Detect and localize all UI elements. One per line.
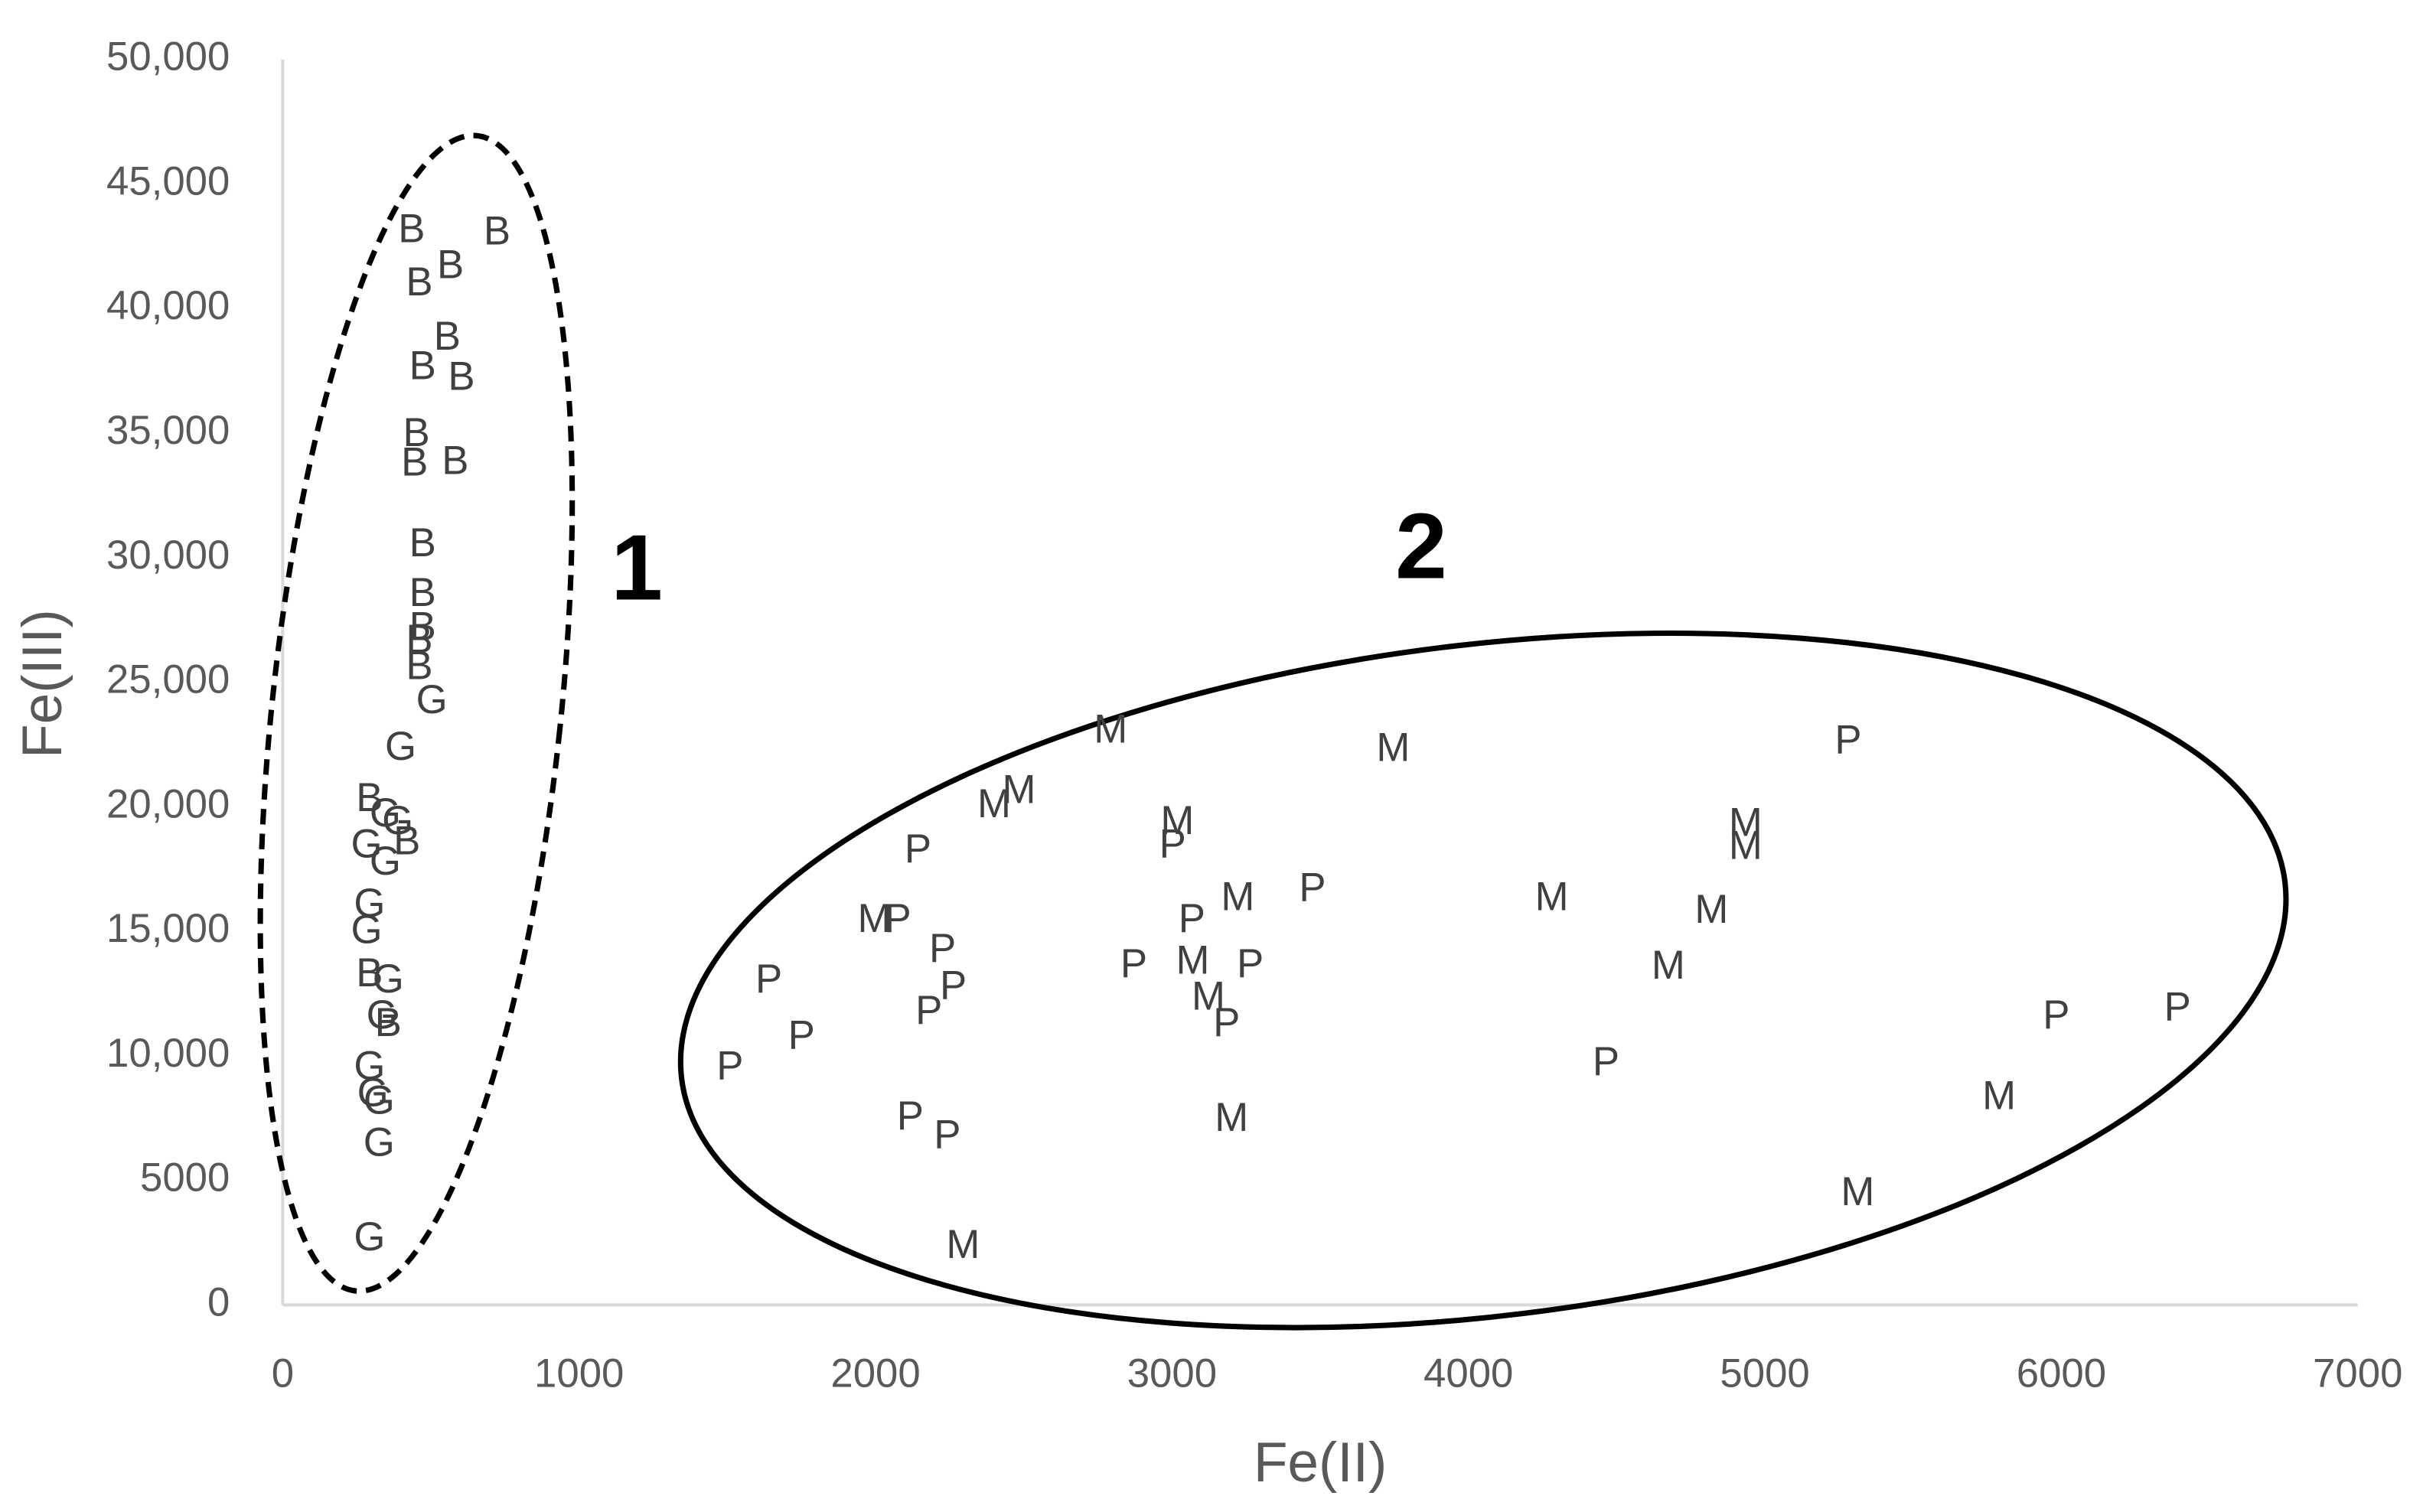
cluster-1-outline — [257, 132, 576, 1294]
data-point: M — [1192, 974, 1225, 1019]
data-point: P — [1159, 822, 1186, 867]
data-point: P — [2043, 992, 2069, 1038]
y-tick-label: 35,000 — [106, 408, 230, 453]
data-point: P — [788, 1012, 815, 1057]
data-point: G — [364, 1119, 395, 1165]
data-point: B — [409, 570, 436, 615]
y-tick-label: 50,000 — [106, 34, 230, 80]
data-point: P — [716, 1044, 743, 1089]
data-point: G — [385, 724, 416, 769]
data-point: G — [354, 881, 385, 926]
data-point: P — [1299, 865, 1326, 910]
data-point: P — [934, 1112, 960, 1157]
data-point: B — [434, 314, 461, 359]
data-point: P — [1120, 941, 1147, 986]
y-tick-label: 0 — [207, 1279, 230, 1325]
y-tick-label: 45,000 — [106, 158, 230, 204]
data-point: M — [1535, 875, 1569, 920]
x-tick-label: 5000 — [1720, 1351, 1809, 1396]
cluster-2-outline — [677, 630, 2289, 1331]
data-point: M — [1176, 938, 1210, 983]
data-point: G — [357, 1070, 389, 1115]
annotation: 1 — [611, 516, 663, 620]
data-point: P — [940, 963, 967, 1008]
data-point: M — [1376, 725, 1410, 771]
data-point: B — [398, 206, 425, 251]
y-tick-label: 40,000 — [106, 283, 230, 328]
data-point: P — [915, 988, 942, 1033]
data-point: P — [1213, 1000, 1240, 1045]
y-tick-label: 10,000 — [106, 1031, 230, 1076]
data-point: B — [401, 439, 428, 484]
data-point: G — [364, 1078, 395, 1123]
annotation: 2 — [1395, 494, 1447, 598]
data-point: B — [406, 259, 432, 305]
x-tick-label: 1000 — [534, 1351, 624, 1396]
data-point: M — [1982, 1073, 2016, 1118]
data-point: P — [1179, 896, 1205, 941]
data-point: M — [1215, 1095, 1248, 1140]
data-point: G — [351, 822, 382, 867]
x-tick-label: 6000 — [2017, 1351, 2106, 1396]
data-point: G — [367, 992, 398, 1038]
y-axis-title: Fe(III) — [11, 609, 73, 758]
data-point: P — [2164, 985, 2191, 1030]
x-tick-label: 3000 — [1127, 1351, 1217, 1396]
data-point: B — [442, 438, 468, 483]
data-point: B — [409, 344, 436, 389]
y-tick-label: 25,000 — [106, 657, 230, 702]
data-point: M — [1652, 943, 1685, 988]
data-point: G — [382, 798, 413, 843]
data-point: B — [448, 354, 474, 399]
data-point: G — [370, 839, 401, 884]
x-tick-label: 7000 — [2313, 1351, 2402, 1396]
data-point: P — [755, 956, 782, 1002]
y-tick-label: 30,000 — [106, 533, 230, 578]
data-point: P — [905, 826, 931, 872]
data-point: G — [416, 677, 448, 722]
y-tick-label: 20,000 — [106, 781, 230, 826]
data-point: M — [946, 1222, 980, 1267]
data-point: M — [1221, 875, 1254, 920]
y-tick-label: 15,000 — [106, 906, 230, 951]
data-point: P — [1237, 941, 1264, 986]
data-point: B — [393, 818, 420, 863]
data-point: G — [354, 1214, 385, 1259]
data-point: P — [885, 896, 911, 941]
data-point: B — [403, 410, 429, 455]
data-point: G — [373, 956, 404, 1002]
data-point: B — [375, 1000, 402, 1045]
data-point: G — [351, 907, 382, 952]
data-point: B — [356, 950, 383, 996]
data-point: B — [409, 520, 436, 565]
data-point: B — [409, 604, 436, 650]
y-tick-label: 5000 — [140, 1155, 230, 1201]
x-tick-label: 2000 — [830, 1351, 920, 1396]
data-point: P — [1834, 718, 1861, 763]
data-point: M — [858, 896, 892, 941]
data-point: B — [406, 643, 432, 688]
data-point: P — [1593, 1039, 1619, 1084]
data-point: M — [1694, 887, 1728, 932]
data-point: G — [354, 1044, 385, 1089]
data-point: B — [356, 775, 383, 820]
data-point: G — [370, 790, 401, 836]
data-point: M — [977, 781, 1011, 826]
data-point: B — [484, 209, 510, 254]
data-point: M — [1729, 823, 1763, 868]
data-point: P — [929, 926, 956, 971]
data-point: P — [897, 1093, 924, 1139]
x-axis-title: Fe(II) — [1254, 1432, 1388, 1494]
data-point: M — [1160, 798, 1194, 843]
x-tick-label: 4000 — [1423, 1351, 1513, 1396]
data-point: M — [1094, 707, 1127, 752]
data-point: B — [437, 243, 464, 288]
x-tick-label: 0 — [272, 1351, 294, 1396]
data-point: B — [406, 617, 432, 662]
data-point: M — [1003, 767, 1036, 813]
data-point: M — [1841, 1169, 1874, 1214]
data-point: M — [1729, 800, 1763, 845]
